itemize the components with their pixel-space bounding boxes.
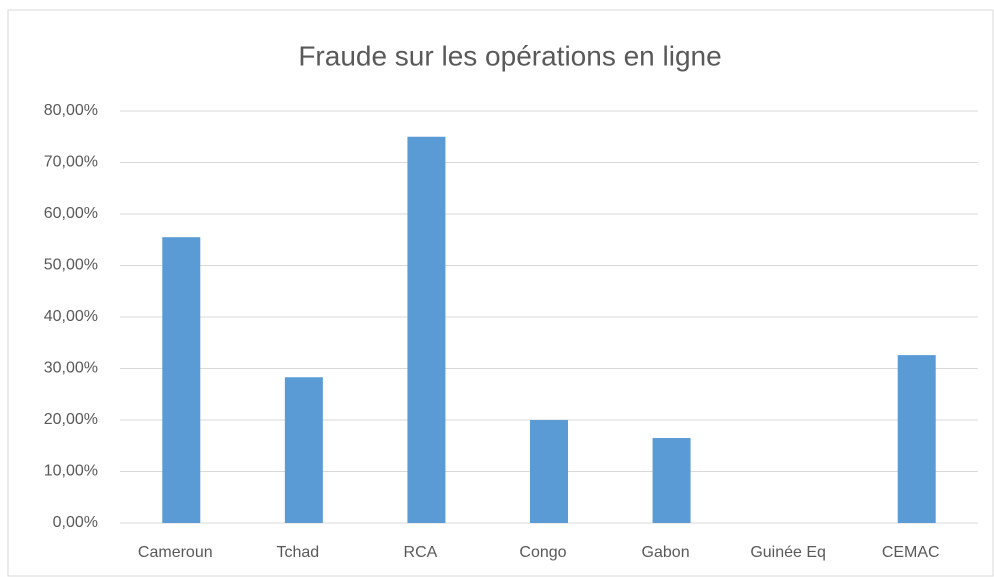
y-tick-label: 0,00% <box>53 514 98 531</box>
bar <box>162 237 201 524</box>
chart-title: Fraude sur les opérations en ligne <box>298 40 721 71</box>
bar <box>652 438 691 523</box>
y-tick-label: 70,00% <box>44 154 98 171</box>
bar <box>407 136 446 523</box>
y-tick-label: 10,00% <box>44 463 98 480</box>
x-tick-label: RCA <box>404 544 438 561</box>
x-tick-label: CEMAC <box>882 544 940 561</box>
x-tick-label: Guinée Eq <box>750 544 826 561</box>
y-tick-label: 30,00% <box>44 360 98 377</box>
x-tick-label: Gabon <box>642 544 690 561</box>
y-tick-label: 60,00% <box>44 205 98 222</box>
chart-frame <box>7 9 994 577</box>
y-tick-label: 80,00% <box>44 102 98 119</box>
y-tick-label: 40,00% <box>44 308 98 325</box>
x-tick-label: Tchad <box>277 544 320 561</box>
x-tick-label: Congo <box>519 544 566 561</box>
y-tick-label: 50,00% <box>44 257 98 274</box>
x-tick-label: Cameroun <box>138 544 213 561</box>
bar <box>284 377 323 523</box>
bar <box>530 420 568 523</box>
y-tick-label: 20,00% <box>44 411 98 428</box>
bar <box>897 355 936 523</box>
